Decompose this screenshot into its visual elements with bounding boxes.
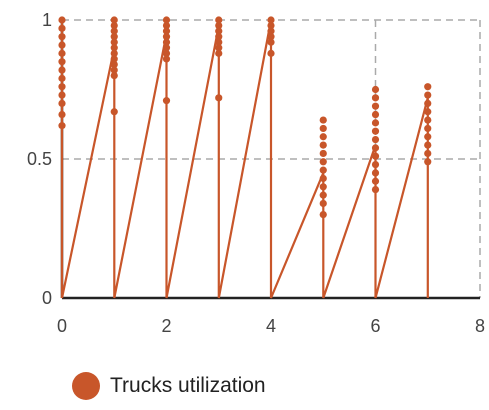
legend-swatch-icon — [72, 372, 100, 400]
data-point — [372, 153, 379, 160]
data-point — [58, 83, 65, 90]
data-point — [372, 186, 379, 193]
data-point — [58, 122, 65, 129]
data-point — [372, 169, 379, 176]
data-point — [424, 133, 431, 140]
data-point — [372, 103, 379, 110]
data-point — [320, 167, 327, 174]
x-tick-label: 4 — [266, 316, 276, 336]
y-tick-label: 0 — [42, 288, 52, 308]
data-point — [111, 72, 118, 79]
x-tick-label: 8 — [475, 316, 485, 336]
data-point — [424, 91, 431, 98]
data-point — [111, 108, 118, 115]
data-point — [320, 158, 327, 165]
data-point — [58, 16, 65, 23]
data-point — [424, 158, 431, 165]
y-tick-label: 0.5 — [27, 149, 52, 169]
data-point — [320, 125, 327, 132]
data-point — [58, 41, 65, 48]
data-point — [320, 175, 327, 182]
x-tick-label: 0 — [57, 316, 67, 336]
data-point — [372, 178, 379, 185]
data-point — [267, 50, 274, 57]
data-point — [320, 192, 327, 199]
data-point — [424, 142, 431, 149]
data-point — [163, 55, 170, 62]
data-point — [320, 116, 327, 123]
x-tick-label: 2 — [161, 316, 171, 336]
data-point — [372, 161, 379, 168]
data-point — [372, 128, 379, 135]
data-point — [372, 136, 379, 143]
data-point — [424, 116, 431, 123]
data-point — [58, 100, 65, 107]
data-point — [424, 108, 431, 115]
trucks-utilization-chart: 0 2 4 6 8 0 0.5 1 — [0, 0, 489, 340]
data-point — [58, 50, 65, 57]
data-point — [163, 97, 170, 104]
data-point — [320, 150, 327, 157]
legend: Trucks utilization — [72, 372, 266, 400]
data-point — [215, 94, 222, 101]
x-tick-label: 6 — [370, 316, 380, 336]
data-point — [372, 94, 379, 101]
data-point — [58, 25, 65, 32]
data-point — [320, 142, 327, 149]
data-point — [58, 91, 65, 98]
chart-area: 0 2 4 6 8 0 0.5 1 — [0, 0, 489, 340]
data-point — [58, 111, 65, 118]
data-point — [424, 150, 431, 157]
data-point — [267, 39, 274, 46]
data-point — [58, 33, 65, 40]
legend-label: Trucks utilization — [110, 374, 266, 398]
data-point — [320, 133, 327, 140]
data-point — [215, 50, 222, 57]
data-point — [424, 83, 431, 90]
data-point — [372, 144, 379, 151]
data-point — [320, 211, 327, 218]
y-tick-label: 1 — [42, 10, 52, 30]
data-point — [320, 200, 327, 207]
data-point — [424, 125, 431, 132]
data-point — [58, 75, 65, 82]
data-point — [58, 58, 65, 65]
data-point — [372, 86, 379, 93]
data-point — [320, 183, 327, 190]
data-point — [372, 119, 379, 126]
data-point — [58, 66, 65, 73]
data-point — [424, 100, 431, 107]
data-point — [372, 111, 379, 118]
